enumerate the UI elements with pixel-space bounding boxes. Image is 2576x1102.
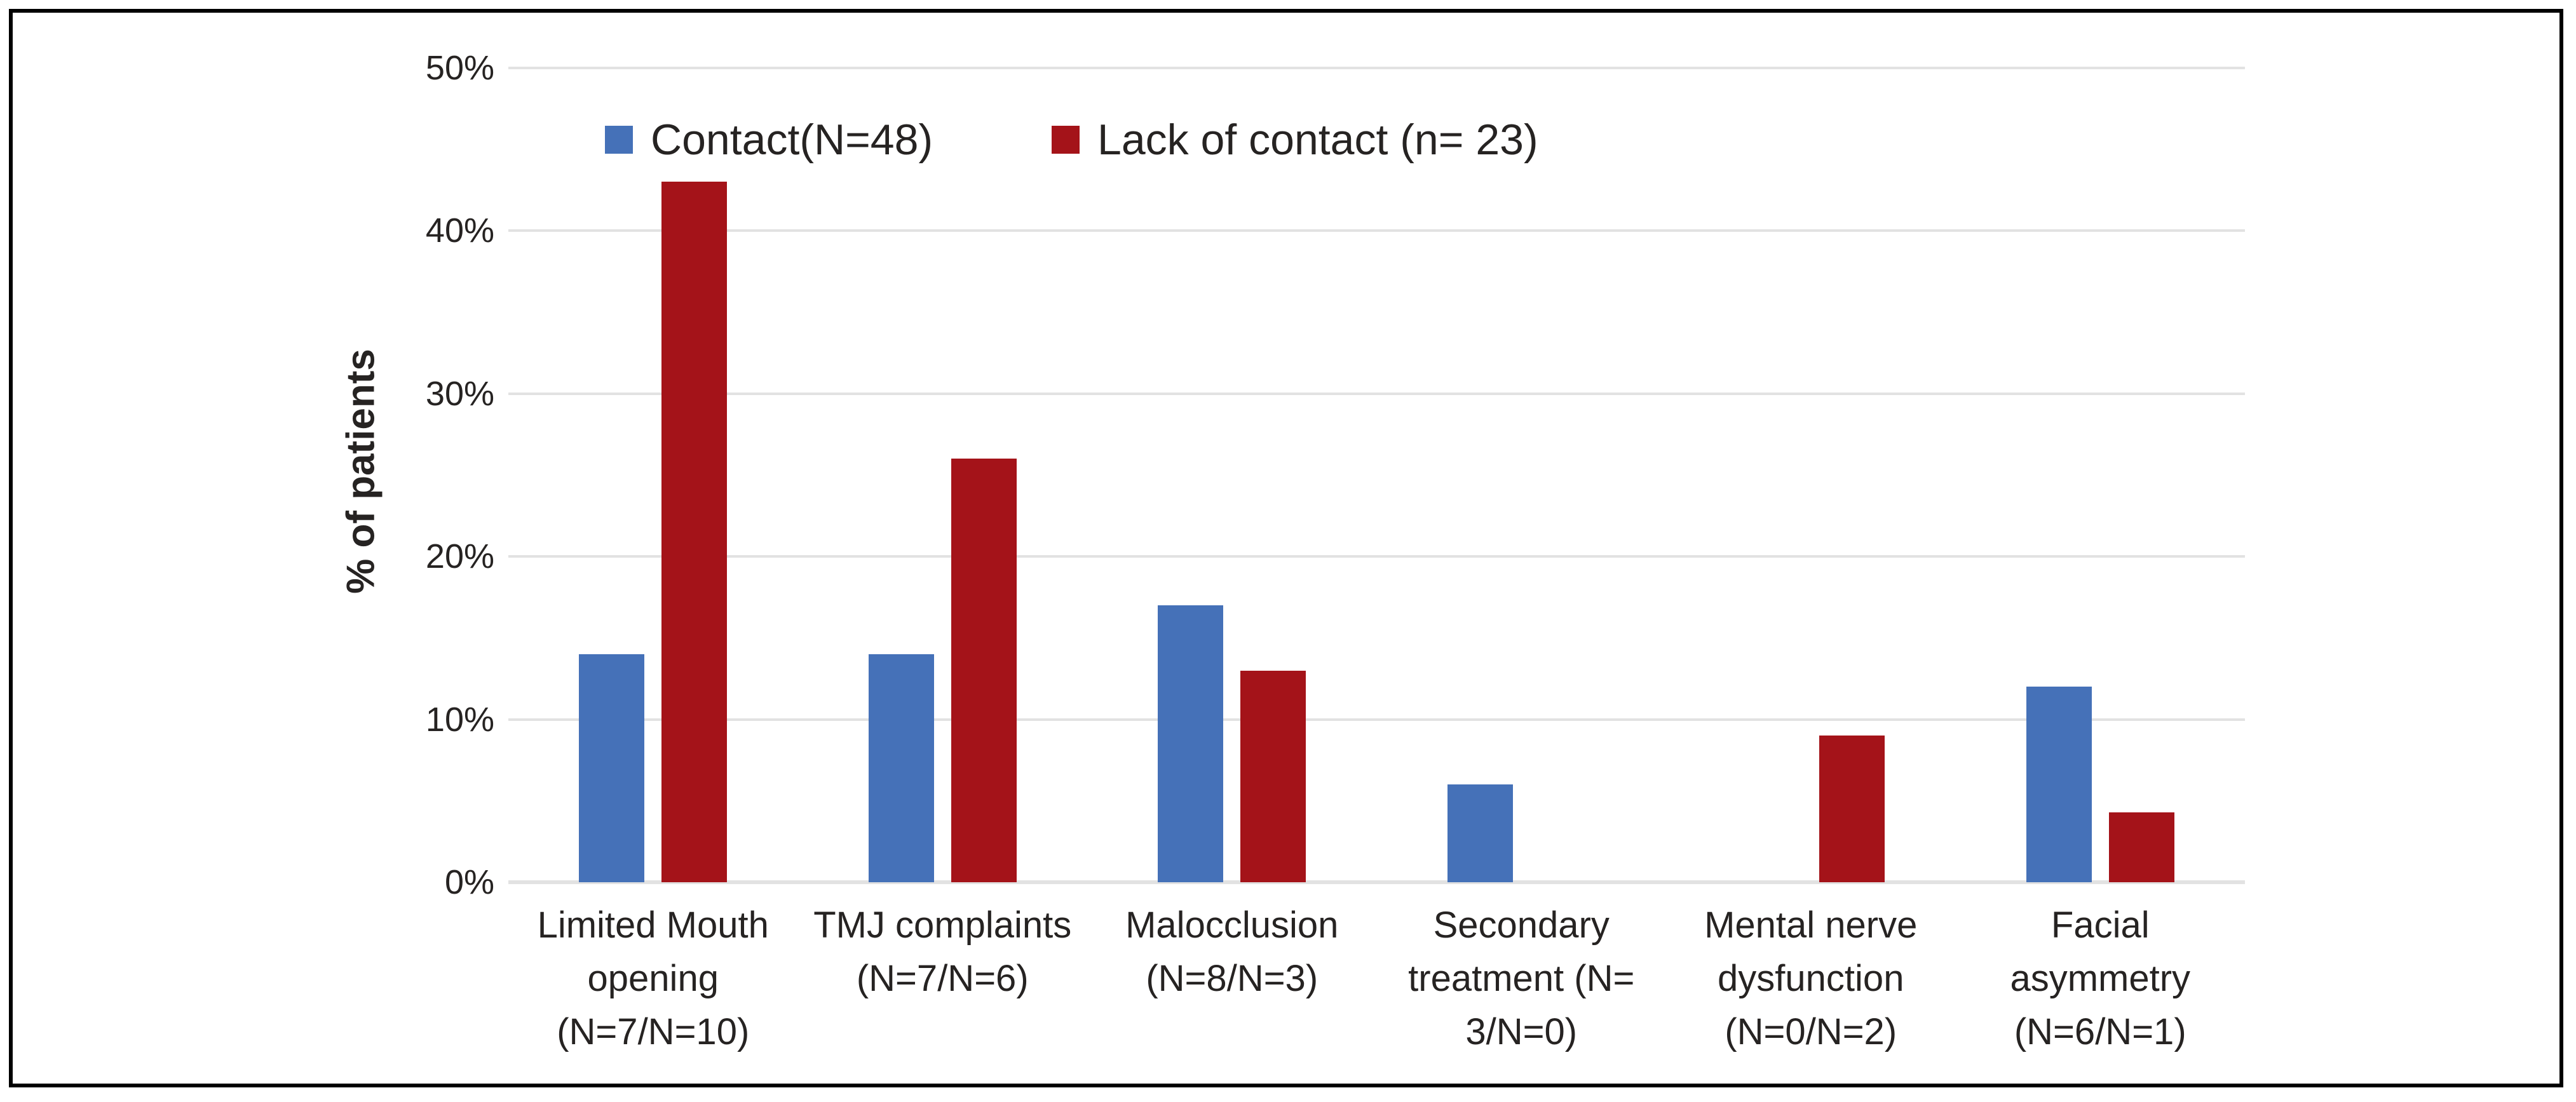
bar-series1-cat0: [661, 182, 728, 882]
category-label-3: Secondary treatment (N= 3/N=0): [1372, 899, 1671, 1059]
gridline-50%: [508, 67, 2245, 69]
gridline-30%: [508, 392, 2245, 395]
y-tick-label-40%: 40%: [425, 212, 494, 250]
legend-label-contact: Contact(N=48): [651, 116, 933, 164]
category-label-line: Mental nerve: [1704, 904, 1918, 946]
category-label-line: asymmetry: [2010, 958, 2191, 999]
y-tick-label-20%: 20%: [425, 537, 494, 576]
category-label-2: Malocclusion (N=8/N=3): [1083, 899, 1381, 1005]
bar-series0-cat1: [868, 654, 934, 882]
category-label-line: Limited Mouth: [537, 904, 769, 946]
category-label-line: (N=7/N=6): [856, 958, 1029, 999]
bar-series1-cat4: [1819, 736, 1885, 882]
legend-swatch-contact: [605, 126, 633, 154]
y-tick-label-50%: 50%: [425, 49, 494, 87]
category-label-line: opening: [587, 958, 719, 999]
legend-label-lack-of-contact: Lack of contact (n= 23): [1097, 116, 1538, 164]
legend-item-lack-of-contact: Lack of contact (n= 23): [1052, 116, 1538, 164]
category-label-line: Secondary: [1433, 904, 1610, 946]
category-label-line: (N=6/N=1): [2014, 1011, 2186, 1052]
y-tick-label-10%: 10%: [425, 700, 494, 739]
category-label-line: 3/N=0): [1465, 1011, 1578, 1052]
category-label-line: TMJ complaints: [813, 904, 1072, 946]
category-label-line: treatment (N=: [1408, 958, 1635, 999]
category-label-4: Mental nerve dysfunction (N=0/N=2): [1662, 899, 1960, 1059]
category-label-line: (N=0/N=2): [1725, 1011, 1897, 1052]
figure-border: [9, 9, 2563, 1087]
category-label-line: (N=8/N=3): [1146, 958, 1319, 999]
bar-series1-cat5: [2108, 812, 2174, 882]
category-label-0: Limited Mouth opening (N=7/N=10): [504, 899, 803, 1059]
bar-series0-cat0: [579, 654, 645, 882]
plot-area: [508, 67, 2245, 884]
category-label-line: (N=7/N=10): [557, 1011, 750, 1052]
bar-series0-cat3: [1447, 784, 1513, 882]
legend-swatch-lack-of-contact: [1052, 126, 1080, 154]
gridline-10%: [508, 718, 2245, 721]
category-label-line: dysfunction: [1718, 958, 1904, 999]
category-label-5: Facial asymmetry (N=6/N=1): [1951, 899, 2249, 1059]
gridline-0%: [508, 880, 2245, 884]
bar-series0-cat5: [2026, 687, 2092, 882]
legend-item-contact: Contact(N=48): [605, 116, 933, 164]
category-label-line: Malocclusion: [1125, 904, 1339, 946]
gridline-40%: [508, 229, 2245, 232]
category-label-line: Facial: [2051, 904, 2150, 946]
gridline-20%: [508, 555, 2245, 558]
bar-series1-cat2: [1240, 670, 1306, 882]
y-tick-label-30%: 30%: [425, 374, 494, 413]
category-label-1: TMJ complaints (N=7/N=6): [793, 899, 1092, 1005]
y-tick-label-0%: 0%: [444, 863, 494, 901]
bar-series1-cat1: [951, 459, 1017, 882]
bar-series0-cat2: [1158, 605, 1224, 882]
